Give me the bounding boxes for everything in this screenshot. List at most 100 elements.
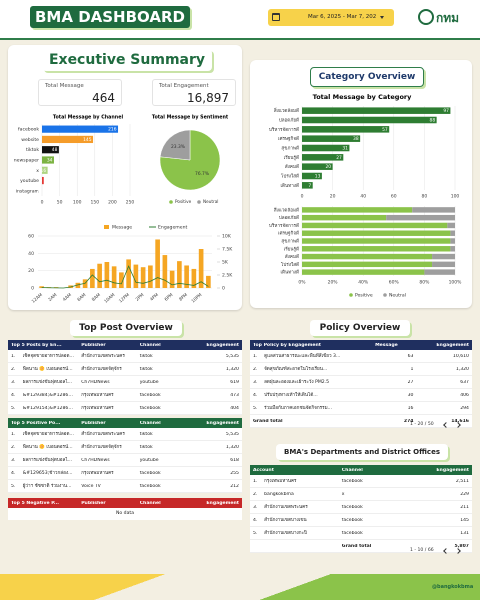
table-cell: จัดสุขภัณฑ์สะอาดในโรงเรียน... <box>264 366 328 372</box>
column-header: Publisher <box>81 500 106 506</box>
table-cell: 1. <box>11 353 16 359</box>
table-row: 2. จัดสุขภัณฑ์สะอาดในโรงเรียน... 1 1,320 <box>250 363 472 376</box>
column-header: Channel <box>139 420 161 426</box>
table-cell: 4. <box>253 517 258 523</box>
footer-band <box>0 574 480 600</box>
table-cell: ฟีดนาน 🌼 เบอนดอรน์... <box>22 366 73 372</box>
table-cell: facebook <box>139 392 161 398</box>
table-cell: 2. <box>11 444 16 450</box>
column-header: Publisher <box>81 342 106 348</box>
table-cell: 255 <box>230 470 239 476</box>
table-cell: &#129154;&#12865... <box>22 405 76 411</box>
table-cell: facebook <box>139 483 161 489</box>
table-cell: 211 <box>460 504 469 510</box>
table-cell: Grand total <box>341 543 372 549</box>
column-header: Engagement <box>436 342 469 348</box>
section-title: Policy Overview <box>310 320 410 336</box>
table-cell: 618 <box>230 457 239 463</box>
logo-text: กทม <box>436 11 460 25</box>
table-cell: 212 <box>230 483 239 489</box>
column-header: Message <box>375 342 398 348</box>
table-cell: ผู้ว่าฯ ชัชชาติ ร่วมงาน... <box>22 483 72 489</box>
table-cell: 229 <box>460 491 469 497</box>
table-row: Grand total 274 14,616 <box>250 415 472 428</box>
table-cell: 1 <box>410 366 414 372</box>
table-row: 2. ฟีดนาน 🌼 เบอนดอรน์... สำนักงานเขตจัตุจั… <box>8 363 242 376</box>
table-cell: bangkokbma <box>264 491 294 497</box>
table-cell: facebook <box>139 405 161 411</box>
table-cell: 1. <box>253 478 258 484</box>
table-row: 1. เช็คจุดขายอาหารปลอดภัยใน...สำนักงานเขต… <box>8 428 242 441</box>
table-cell: 5,535 <box>225 431 239 437</box>
table-row: 5. ผู้ว่าฯ ชัชชาติ ร่วมงาน... Voice TV face… <box>8 480 242 493</box>
table-cell: 3. <box>11 379 16 385</box>
table-cell: &#129384;&#12869... <box>22 392 76 398</box>
table-cell: 1,320 <box>225 444 239 450</box>
table-cell: กรุงเทพมหานคร <box>81 392 114 398</box>
table-cell: เช็คจุดขายอาหารปลอดภัยใน... <box>22 353 79 359</box>
data-table: Top 5 Positive Po... Publisher Channel Enga… <box>8 418 242 493</box>
table-cell: 63 <box>407 353 414 359</box>
table-cell: กรุงเทพมหานคร <box>81 470 114 476</box>
table-cell: 3. <box>253 504 258 510</box>
column-header: Engagement <box>206 500 239 506</box>
table-cell: tiktok <box>139 444 153 450</box>
table-cell: Voice TV <box>81 483 101 489</box>
table-cell: 10,610 <box>452 353 469 359</box>
table-cell: 131 <box>460 530 469 536</box>
table-cell: 4. <box>11 392 16 398</box>
table-cell: 2. <box>11 366 16 372</box>
pagination: 1 - 20 / 50 <box>410 422 434 427</box>
column-header: Top 5 Positive Po... <box>11 420 61 426</box>
table-row: 1. ดูแลสวนสาธารณะและพื้นที่สีเขียว 3... 63… <box>250 350 472 363</box>
table-cell: 5,535 <box>225 353 239 359</box>
table-cell: youtube <box>139 457 159 463</box>
section-title: Category Overview <box>310 67 424 87</box>
date-picker[interactable]: Mar 6, 2025 - Mar 7, 2025 <box>268 9 394 26</box>
table-cell: Grand total <box>253 418 283 424</box>
table-row: 3. สำนักงานเขตพระนคร facebook 211 <box>250 501 472 514</box>
kpi-card: Total Message 464 <box>38 79 122 106</box>
table-cell: facebook <box>139 470 161 476</box>
table-row: 4. &#129653;ข้าวกล่อง... กรุงเทพมหานคร face… <box>8 467 242 480</box>
table-cell: 637 <box>460 379 469 385</box>
table-row: 3. ผลการแข่งขันฟุตบอลไ... Ch7HDNews youtube… <box>8 454 242 467</box>
table-row: 5. ร่วมมือกับภาคเอกชนจัดกิจกรรม... 16 294 <box>250 402 472 415</box>
column-header: Engagement <box>206 420 239 426</box>
table-cell: 406 <box>460 392 469 398</box>
table-cell: สำนักงานเขตบางเขน <box>264 517 307 523</box>
table-cell: 619 <box>230 379 239 385</box>
table-header: Top 5 Positive Po... Publisher Channel Enga… <box>8 418 242 428</box>
table-cell: 5. <box>253 405 258 411</box>
table-cell: ผลการแข่งขันฟุตบอลไ... <box>22 379 73 385</box>
footer-handle: @bangkokbma <box>432 584 474 590</box>
table-row: 1. เช็คจุดขายอาหารปลอดภัยใน...สำนักงานเขต… <box>8 350 242 363</box>
column-header: Channel <box>341 467 363 473</box>
table-cell: 2,511 <box>455 478 469 484</box>
table-cell: 1. <box>253 353 258 359</box>
table-cell: Ch7HDNews <box>81 379 110 385</box>
table-cell: facebook <box>341 478 363 484</box>
column-header: Channel <box>139 342 161 348</box>
table-header: Top 5 Posts by En... Publisher Channel Enga… <box>8 340 242 350</box>
table-cell: 3. <box>11 457 16 463</box>
table-cell: youtube <box>139 379 159 385</box>
table-header: Account Channel Engagement <box>250 465 472 475</box>
table-cell: ลดฝุ่นละอองและเฝ้าระวัง PM2.5 <box>264 379 330 385</box>
table-row: Grand total 5,807 <box>250 540 472 553</box>
table-row: 4. &#129384;&#12869... กรุงเทพมหานคร facebo… <box>8 389 242 402</box>
data-table: Account Channel Engagement 1. กรุงเทพมหานคร f… <box>250 465 472 553</box>
table-header: Top Policy by Engagement Message Engagemen… <box>250 340 472 350</box>
column-header: Engagement <box>436 467 469 473</box>
table-cell: สำนักงานเขตบางกะปิ <box>264 530 307 536</box>
column-header: Engagement <box>206 342 239 348</box>
table-row: 2. bangkokbma x 229 <box>250 488 472 501</box>
table-row: 5. สำนักงานเขตบางกะปิ facebook 131 <box>250 527 472 540</box>
table-cell: 145 <box>460 517 469 523</box>
section-title: Executive Summary <box>42 49 212 71</box>
table-cell: เช็คจุดขายอาหารปลอดภัยใน... <box>22 431 79 437</box>
table-cell: 27 <box>407 379 414 385</box>
table-cell: ปรับปรุงทางเท้าให้เดินได้... <box>264 392 318 398</box>
table-cell: 1,320 <box>225 366 239 372</box>
table-cell: 1. <box>11 431 16 437</box>
